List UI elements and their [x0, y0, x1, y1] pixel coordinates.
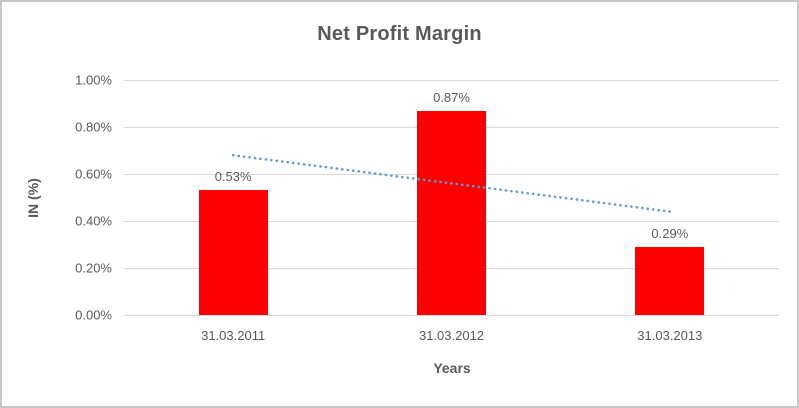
bar-31.03.2011 [198, 190, 268, 315]
chart-title: Net Profit Margin [317, 23, 482, 45]
y-tick-label: 0.60% [75, 166, 112, 182]
gridline [124, 314, 779, 316]
x-axis-ticks: 31.03.2011 31.03.2012 31.03.2013 [124, 328, 779, 346]
y-tick-label: 0.20% [75, 260, 112, 276]
y-axis-ticks: 0.00% 0.20% 0.40% 0.60% 0.80% 1.00% [2, 73, 112, 323]
y-tick-label: 1.00% [75, 72, 112, 88]
y-tick-label: 0.00% [75, 307, 112, 323]
gridline [124, 79, 779, 81]
y-tick-label: 0.40% [75, 213, 112, 229]
plot-area: 0.53% 0.87% 0.29% [124, 79, 779, 316]
y-tick-label: 0.80% [75, 119, 112, 135]
x-tick-label: 31.03.2011 [201, 328, 266, 343]
bar-data-label: 0.29% [651, 225, 689, 241]
bar-data-label: 0.53% [214, 169, 252, 185]
bar-31.03.2013 [635, 246, 705, 315]
bar-data-label: 0.87% [433, 89, 470, 105]
x-axis-title: Years [433, 360, 471, 376]
x-tick-label: 31.03.2013 [637, 328, 703, 343]
x-tick-label: 31.03.2012 [418, 328, 485, 343]
bar-31.03.2012 [417, 110, 486, 315]
